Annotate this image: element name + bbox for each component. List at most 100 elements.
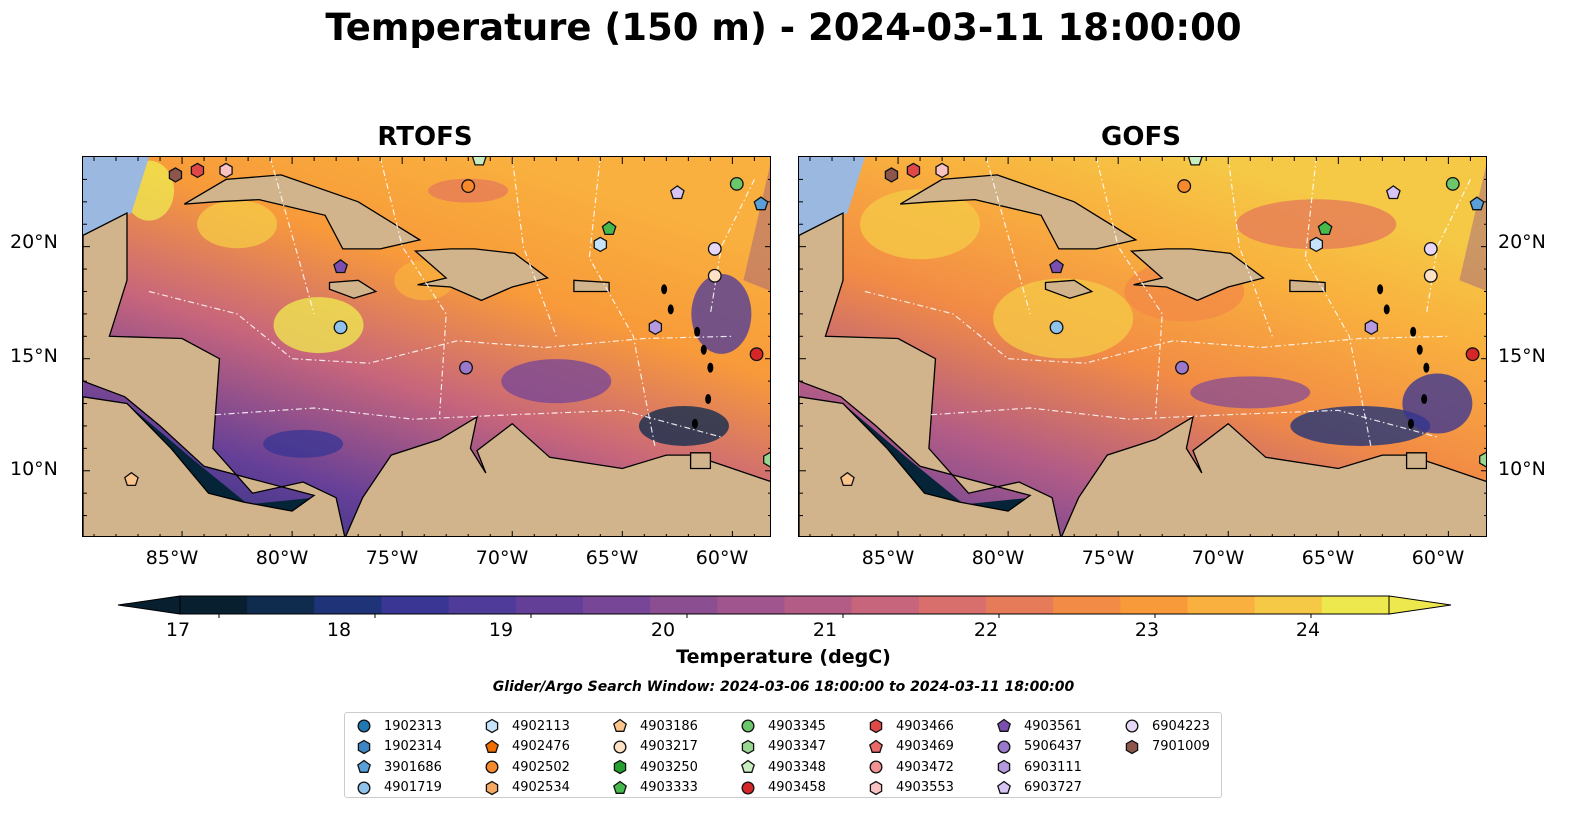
maritime-boundary xyxy=(148,290,733,364)
float-marker-4902113 xyxy=(593,236,608,253)
legend-label: 4903250 xyxy=(640,759,698,775)
figure-title: Temperature (150 m) - 2024-03-11 18:00:0… xyxy=(325,6,1242,49)
float-marker-4901719 xyxy=(333,320,348,335)
legend-item: 1902313 xyxy=(355,717,442,735)
legend-marker xyxy=(613,780,627,794)
island xyxy=(1377,284,1384,295)
float-marker-4903466 xyxy=(906,162,921,179)
maritime-boundary xyxy=(985,157,1031,315)
colorbar-tick-label: 21 xyxy=(812,619,838,641)
legend-marker xyxy=(613,740,627,753)
legend-label: 4903472 xyxy=(896,759,954,775)
colorbar-segment xyxy=(1053,596,1121,614)
float-marker-7901009 xyxy=(168,167,183,183)
legend-marker xyxy=(741,781,755,794)
maritime-boundary xyxy=(511,157,557,337)
maritime-boundary xyxy=(215,407,722,438)
legend-marker xyxy=(485,739,499,753)
temperature-anomaly xyxy=(860,189,981,260)
temperature-anomaly xyxy=(1402,373,1473,434)
colorbar-tick-label: 17 xyxy=(165,619,191,641)
lon-tick-label: 80°W xyxy=(971,547,1025,569)
legend-item: 4902113 xyxy=(483,717,570,735)
legend-item: 3901686 xyxy=(355,758,442,776)
lat-tick-label: 10°N xyxy=(1498,458,1546,480)
float-marker-6904223 xyxy=(707,241,722,256)
float-marker-4903348 xyxy=(471,157,487,166)
hexagon-marker-icon xyxy=(485,780,499,795)
float-marker-4903458 xyxy=(749,347,764,362)
legend-item: 4903561 xyxy=(995,717,1082,735)
float-marker-4901719 xyxy=(1049,320,1064,335)
float-marker-4903561 xyxy=(1049,258,1064,274)
lon-tick-label: 80°W xyxy=(255,547,309,569)
maritime-boundary xyxy=(1095,157,1163,415)
colorbar-segment xyxy=(180,596,248,614)
legend-label: 4902534 xyxy=(512,780,570,795)
circle-marker-icon xyxy=(485,760,499,774)
search-window-text: Glider/Argo Search Window: 2024-03-06 18… xyxy=(492,679,1075,695)
island xyxy=(1383,304,1390,315)
float-marker-4903553 xyxy=(219,162,233,179)
colorbar-segment xyxy=(448,596,517,614)
colorbar-segment xyxy=(314,596,382,614)
lon-tick-label: 65°W xyxy=(585,547,639,569)
colorbar-segment xyxy=(784,596,853,614)
circle-marker-icon xyxy=(741,781,755,794)
legend-item: 4903469 xyxy=(867,738,954,756)
legend-item: 4903466 xyxy=(867,717,954,735)
maritime-boundary xyxy=(269,157,315,315)
colorbar-segment xyxy=(1254,596,1323,614)
legend-marker xyxy=(357,719,371,733)
float-marker-4903333 xyxy=(601,220,617,236)
hexagon-marker-icon xyxy=(741,739,755,754)
hexagon-marker-icon xyxy=(613,759,627,775)
hexagon-marker-icon xyxy=(1125,739,1139,754)
temperature-anomaly xyxy=(501,359,612,404)
temperature-anomaly xyxy=(1236,199,1397,250)
float-marker-4903217 xyxy=(707,268,722,283)
legend-label: 4903333 xyxy=(640,780,698,795)
legend-item: 5906437 xyxy=(995,738,1082,756)
colorbar-segment xyxy=(918,596,987,614)
legend-label: 4903186 xyxy=(640,718,698,734)
colorbar-segment xyxy=(986,596,1054,614)
lon-tick-label: 85°W xyxy=(861,547,915,569)
legend-marker xyxy=(1125,719,1139,733)
legend-label: 7901009 xyxy=(1152,739,1210,754)
trinidad-land xyxy=(689,452,712,470)
colorbar-segment xyxy=(1120,596,1188,614)
legend-item: 6904223 xyxy=(1123,717,1210,735)
float-marker-4903466 xyxy=(190,162,205,179)
legend-marker xyxy=(613,759,627,775)
legend-item: 4903553 xyxy=(867,779,954,797)
island xyxy=(661,284,668,295)
cuba-land xyxy=(183,174,422,250)
legend-label: 4903561 xyxy=(1024,718,1082,734)
lon-tick-label: 75°W xyxy=(1081,547,1135,569)
temperature-anomaly xyxy=(263,429,344,458)
maritime-boundary xyxy=(931,407,1438,438)
colorbar-segment xyxy=(650,596,718,614)
colorbar-tick-label: 24 xyxy=(1295,619,1321,641)
legend-marker xyxy=(997,780,1011,794)
circle-marker-icon xyxy=(997,740,1011,753)
temperature-anomaly xyxy=(197,200,278,249)
island xyxy=(1407,418,1414,429)
hexagon-marker-icon xyxy=(869,718,883,734)
pentagon-marker-icon xyxy=(613,718,627,732)
hexagon-marker-icon xyxy=(869,780,883,795)
colorbar-extend-high xyxy=(1388,595,1452,615)
legend-label: 6903111 xyxy=(1024,759,1082,775)
float-marker-3901686 xyxy=(1469,196,1485,211)
island xyxy=(700,344,707,355)
pentagon-marker-icon xyxy=(485,739,499,753)
hexagon-marker-icon xyxy=(357,739,371,754)
maritime-boundary xyxy=(1304,157,1372,449)
maritime-boundary xyxy=(864,290,1449,364)
float-marker-4903561 xyxy=(333,258,348,274)
legend-marker xyxy=(613,718,627,732)
legend-item: 6903727 xyxy=(995,779,1082,797)
island xyxy=(1410,326,1417,337)
float-marker-4903217 xyxy=(1423,268,1438,283)
